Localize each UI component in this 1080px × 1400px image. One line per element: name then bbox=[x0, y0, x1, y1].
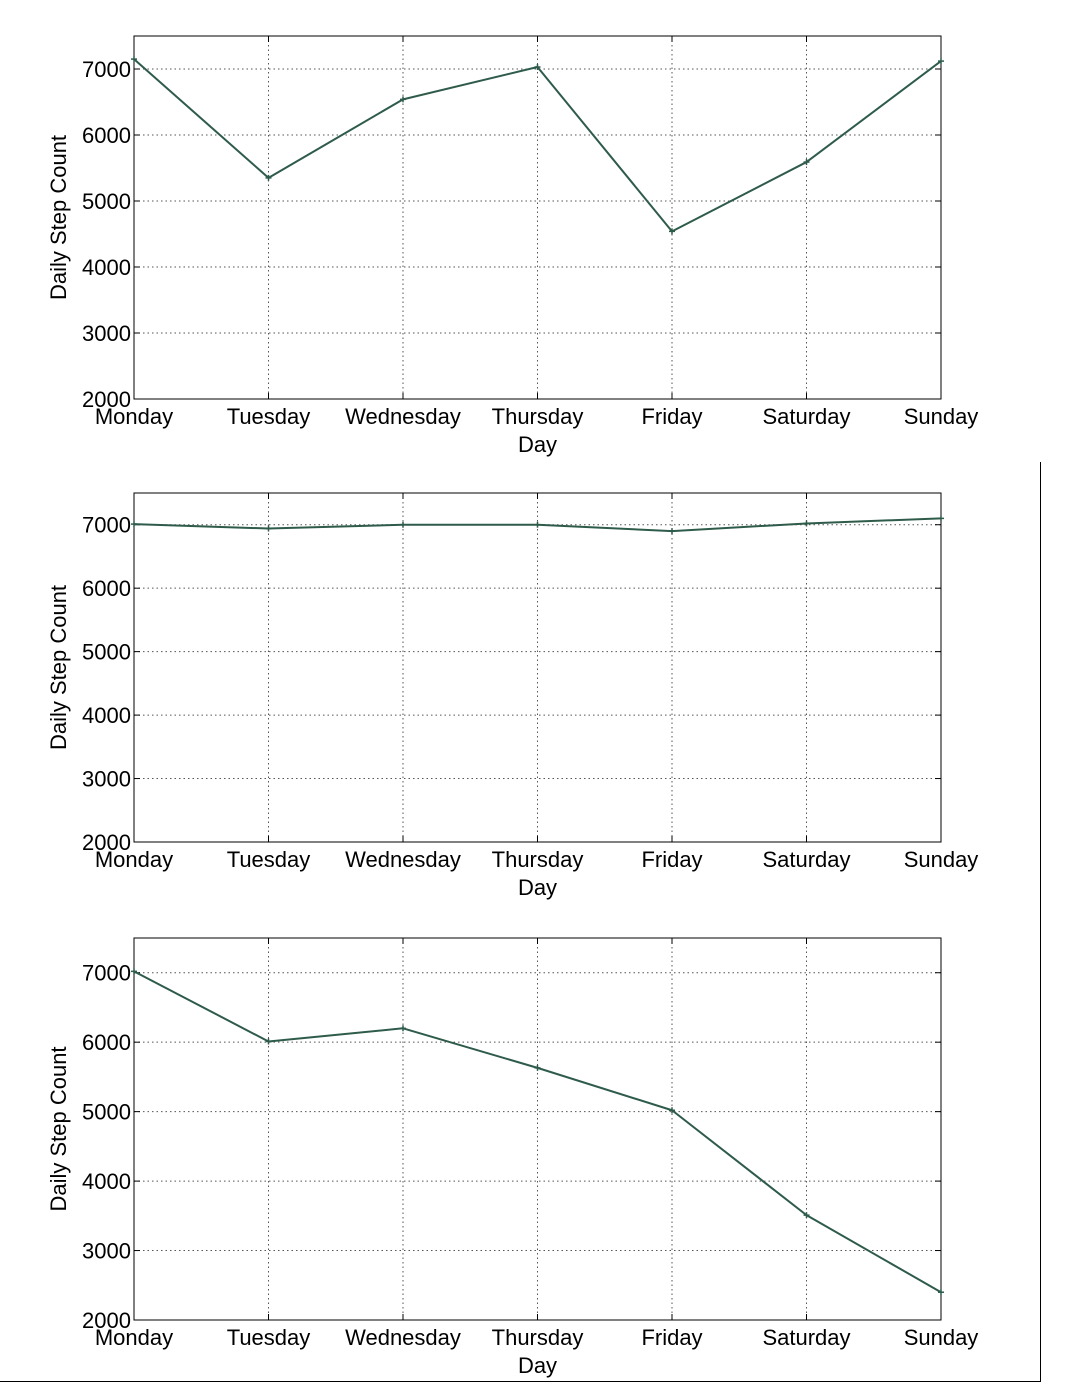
chart-1: Monday Tuesday Wednesday Thursday Friday Satu… bbox=[46, 35, 979, 457]
y-axis-label: Daily Step Count bbox=[46, 585, 71, 750]
axes-box bbox=[133, 35, 942, 400]
figure-border-right bbox=[1040, 462, 1041, 1382]
y-tick-label: 3000 bbox=[82, 321, 131, 346]
x-tick-label: Sunday bbox=[904, 404, 979, 429]
y-tick-label: 3000 bbox=[82, 1239, 131, 1264]
x-tick-label: Friday bbox=[641, 1325, 702, 1350]
x-tick-label: Tuesday bbox=[227, 847, 311, 872]
data-point bbox=[938, 58, 944, 65]
data-point bbox=[400, 1025, 406, 1032]
data-point bbox=[803, 159, 810, 166]
chart-3: Monday Tuesday Wednesday Thursday Friday Satu… bbox=[46, 937, 979, 1378]
y-axis-label: Daily Step Count bbox=[46, 1046, 71, 1211]
x-axis-label: Day bbox=[518, 1353, 557, 1378]
x-tick-label: Saturday bbox=[762, 847, 850, 872]
x-tick-label: Sunday bbox=[904, 847, 979, 872]
y-tick-label: 2000 bbox=[82, 1308, 131, 1333]
data-point bbox=[803, 520, 810, 527]
y-tick-label: 7000 bbox=[82, 513, 131, 538]
y-tick-label: 5000 bbox=[82, 189, 131, 214]
data-point bbox=[265, 525, 272, 532]
y-tick-label: 4000 bbox=[82, 255, 131, 280]
x-tick-label: Saturday bbox=[762, 404, 850, 429]
x-tick-label: Wednesday bbox=[345, 847, 461, 872]
data-point bbox=[669, 228, 675, 235]
x-axis-label: Day bbox=[518, 875, 557, 900]
y-tick-label: 2000 bbox=[82, 387, 131, 412]
data-point bbox=[131, 521, 137, 528]
y-tick-label: 4000 bbox=[82, 703, 131, 728]
data-point bbox=[131, 968, 137, 975]
x-tick-label: Thursday bbox=[492, 847, 584, 872]
data-point bbox=[400, 521, 406, 528]
x-tick-label: Monday bbox=[95, 404, 173, 429]
x-tick-label: Monday bbox=[95, 1325, 173, 1350]
y-tick-label: 6000 bbox=[82, 576, 131, 601]
y-axis-label: Daily Step Count bbox=[46, 135, 71, 300]
x-axis-label: Day bbox=[518, 432, 557, 457]
x-tick-label: Wednesday bbox=[345, 1325, 461, 1350]
x-tick-label: Friday bbox=[641, 404, 702, 429]
x-tick-label: Tuesday bbox=[227, 1325, 311, 1350]
data-point bbox=[400, 96, 406, 103]
y-tick-label: 6000 bbox=[82, 1030, 131, 1055]
axes-box bbox=[133, 937, 942, 1321]
plot-area bbox=[134, 493, 941, 842]
x-tick-label: Saturday bbox=[762, 1325, 850, 1350]
data-point bbox=[938, 515, 944, 522]
y-tick-label: 4000 bbox=[82, 1169, 131, 1194]
x-tick-label: Wednesday bbox=[345, 404, 461, 429]
x-tick-label: Tuesday bbox=[227, 404, 311, 429]
x-tick-label: Monday bbox=[95, 847, 173, 872]
y-tick-label: 3000 bbox=[82, 767, 131, 792]
data-point bbox=[534, 521, 541, 528]
y-tick-label: 6000 bbox=[82, 123, 131, 148]
data-point bbox=[803, 1212, 810, 1219]
data-point bbox=[131, 56, 137, 63]
y-tick-label: 2000 bbox=[82, 830, 131, 855]
x-tick-label: Sunday bbox=[904, 1325, 979, 1350]
y-tick-label: 7000 bbox=[82, 57, 131, 82]
figure-border-bottom bbox=[0, 1381, 1041, 1382]
axes-box bbox=[133, 492, 942, 843]
data-point bbox=[534, 1064, 541, 1071]
y-tick-label: 7000 bbox=[82, 961, 131, 986]
x-tick-label: Thursday bbox=[492, 1325, 584, 1350]
data-point bbox=[265, 174, 272, 181]
data-point bbox=[265, 1038, 272, 1045]
y-tick-label: 5000 bbox=[82, 640, 131, 665]
data-point bbox=[669, 528, 675, 535]
x-tick-label: Friday bbox=[641, 847, 702, 872]
data-point bbox=[669, 1107, 675, 1114]
chart-2: Monday Tuesday Wednesday Thursday Friday Satu… bbox=[46, 492, 979, 900]
y-tick-label: 5000 bbox=[82, 1100, 131, 1125]
data-point bbox=[534, 64, 541, 71]
data-point bbox=[938, 1289, 944, 1296]
x-tick-label: Thursday bbox=[492, 404, 584, 429]
